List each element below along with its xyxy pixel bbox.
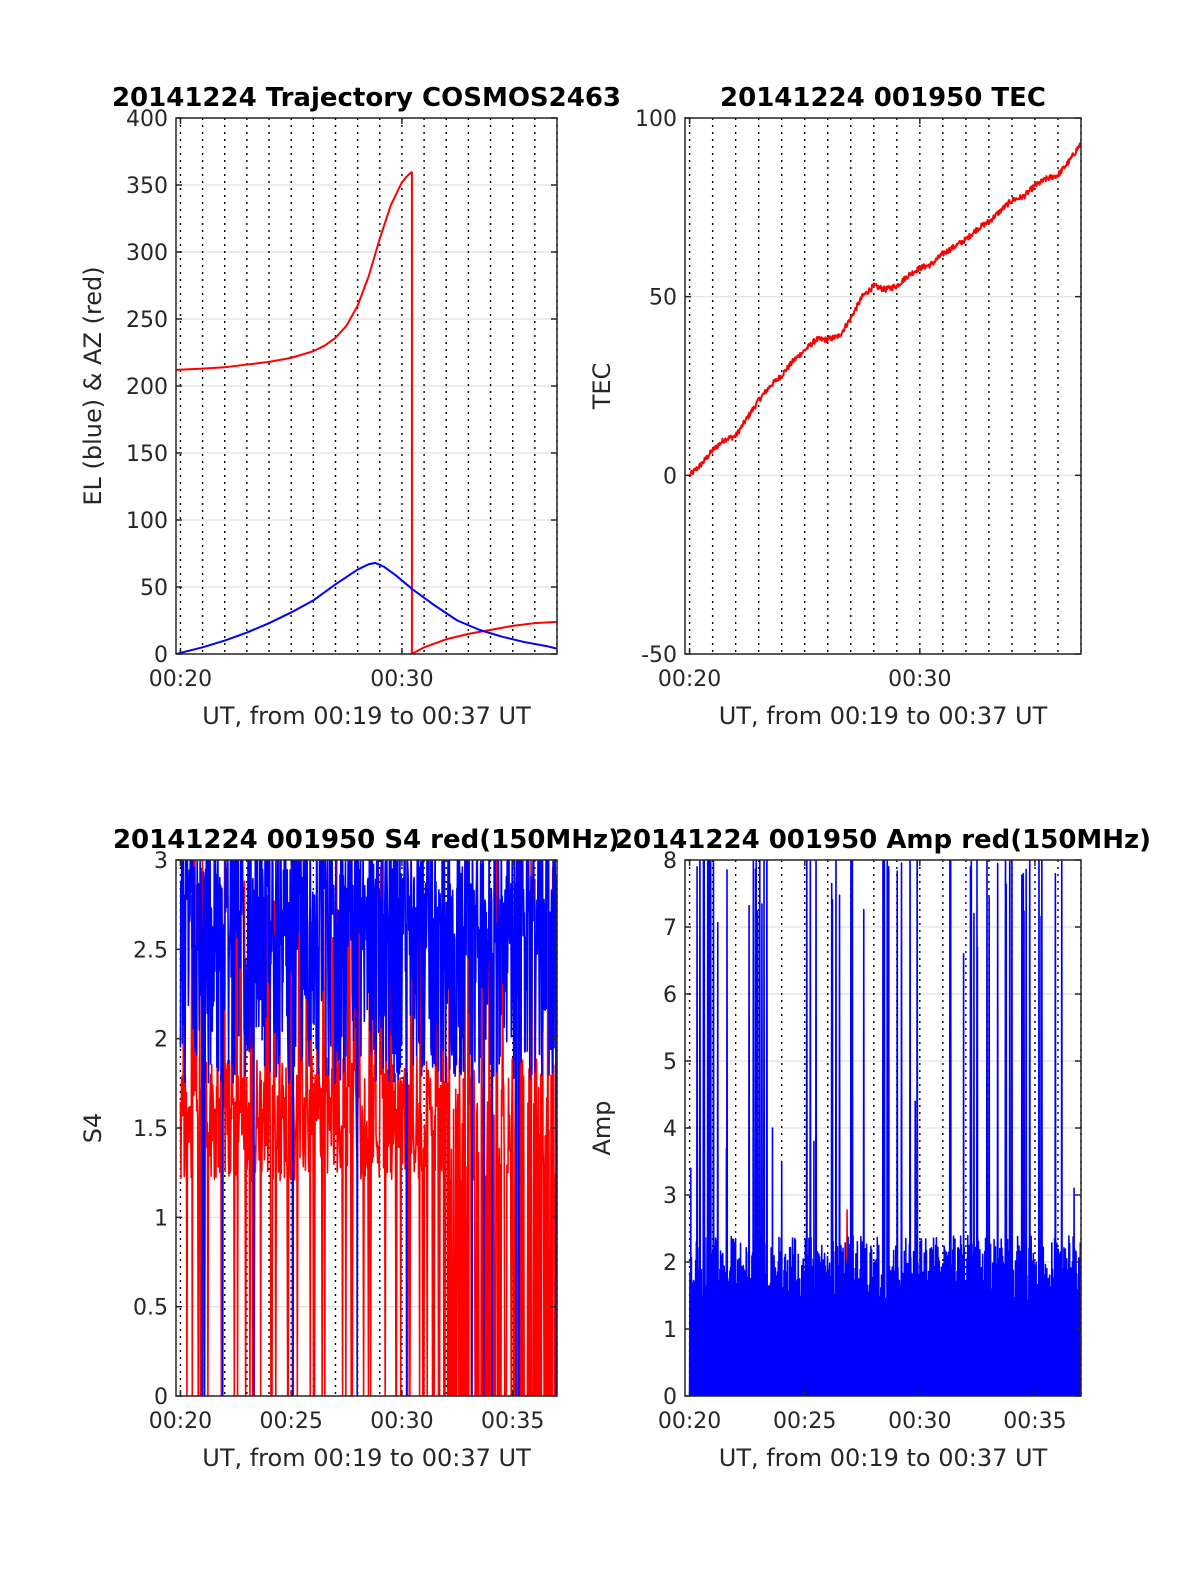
y-tick-label: 50: [140, 576, 168, 601]
y-tick-label: 1: [663, 1318, 677, 1343]
x-tick-label: 00:30: [888, 667, 951, 692]
y-tick-label: 350: [126, 174, 168, 199]
y-tick-label: 0: [663, 464, 677, 489]
x-tick-label: 00:20: [149, 1409, 212, 1434]
y-tick-label: 0: [154, 643, 168, 668]
y-tick-label: 3: [154, 849, 168, 874]
x-tick-label: 00:25: [259, 1409, 322, 1434]
series-line-1: [688, 860, 1081, 1396]
y-tick-label: 0: [154, 1385, 168, 1410]
chart-title: 20141224 001950 Amp red(150MHz): [615, 825, 1151, 855]
y-tick-label: 7: [663, 916, 677, 941]
y-tick-label: 1: [154, 1206, 168, 1231]
y-tick-label: 200: [126, 375, 168, 400]
y-tick-label: 100: [635, 107, 677, 132]
x-tick-label: 00:25: [773, 1409, 836, 1434]
axes-box: [684, 117, 1082, 655]
x-tick-label: 00:20: [658, 667, 721, 692]
y-tick-label: 0: [663, 1385, 677, 1410]
s4-chart: 0 0.5 1 1.5 2 2.5 3 00:20 00:25 00:30 00:35 2014122…: [79, 825, 620, 1472]
x-tick-label: 00:35: [481, 1409, 544, 1434]
x-tick-label: 00:20: [149, 667, 212, 692]
y-tick-label: 5: [663, 1050, 677, 1075]
x-axis-label: UT, from 00:19 to 00:37 UT: [719, 1444, 1048, 1472]
series-line-0: [176, 170, 413, 371]
x-tick-label: 00:30: [888, 1409, 951, 1434]
series-line-0: [179, 860, 557, 1396]
y-axis-label: TEC: [588, 363, 616, 411]
y-axis-label: EL (blue) & AZ (red): [79, 266, 107, 505]
x-tick-label: 00:30: [370, 667, 433, 692]
y-tick-label: 6: [663, 983, 677, 1008]
series-line-0: [688, 142, 1081, 477]
y-axis-label: S4: [79, 1113, 107, 1144]
y-tick-label: 1.5: [133, 1117, 168, 1142]
y-tick-label: 0.5: [133, 1296, 168, 1321]
y-tick-label: 2: [663, 1251, 677, 1276]
y-tick-label: 2.5: [133, 938, 168, 963]
x-tick-label: 00:35: [1003, 1409, 1066, 1434]
amp-chart: 0 1 2 3 4 5 6 7 8 00:20 00:25 00:30 00:35 20141224 00…: [588, 825, 1151, 1472]
chart-title: 20141224 001950 TEC: [720, 83, 1046, 113]
y-tick-label: 8: [663, 849, 677, 874]
series-line-3: [176, 561, 557, 654]
chart-title: 20141224 001950 S4 red(150MHz): [113, 825, 620, 855]
y-tick-label: 50: [649, 286, 677, 311]
x-axis-label: UT, from 00:19 to 00:37 UT: [202, 702, 531, 730]
y-axis-label: Amp: [588, 1100, 616, 1155]
x-tick-label: 00:30: [370, 1409, 433, 1434]
y-tick-label: 2: [154, 1028, 168, 1053]
tec-chart: -50 0 50 100 00:20 00:30 20141224 001950 TEC UT…: [588, 83, 1082, 730]
chart-title: 20141224 Trajectory COSMOS2463: [112, 83, 621, 113]
series-line-1: [179, 860, 557, 1396]
trajectory-chart: 0 50 100 150 200 250 300 350 400 00:20 00:30 201412…: [79, 83, 621, 730]
x-axis-label: UT, from 00:19 to 00:37 UT: [202, 1444, 531, 1472]
y-tick-label: 3: [663, 1184, 677, 1209]
y-tick-label: 400: [126, 107, 168, 132]
y-tick-label: 100: [126, 509, 168, 534]
x-axis-label: UT, from 00:19 to 00:37 UT: [719, 702, 1048, 730]
series-line-2: [411, 620, 557, 654]
y-tick-label: -50: [641, 643, 677, 668]
y-tick-label: 150: [126, 442, 168, 467]
y-tick-label: 4: [663, 1117, 677, 1142]
x-tick-label: 00:20: [658, 1409, 721, 1434]
y-tick-label: 250: [126, 308, 168, 333]
y-tick-label: 300: [126, 241, 168, 266]
